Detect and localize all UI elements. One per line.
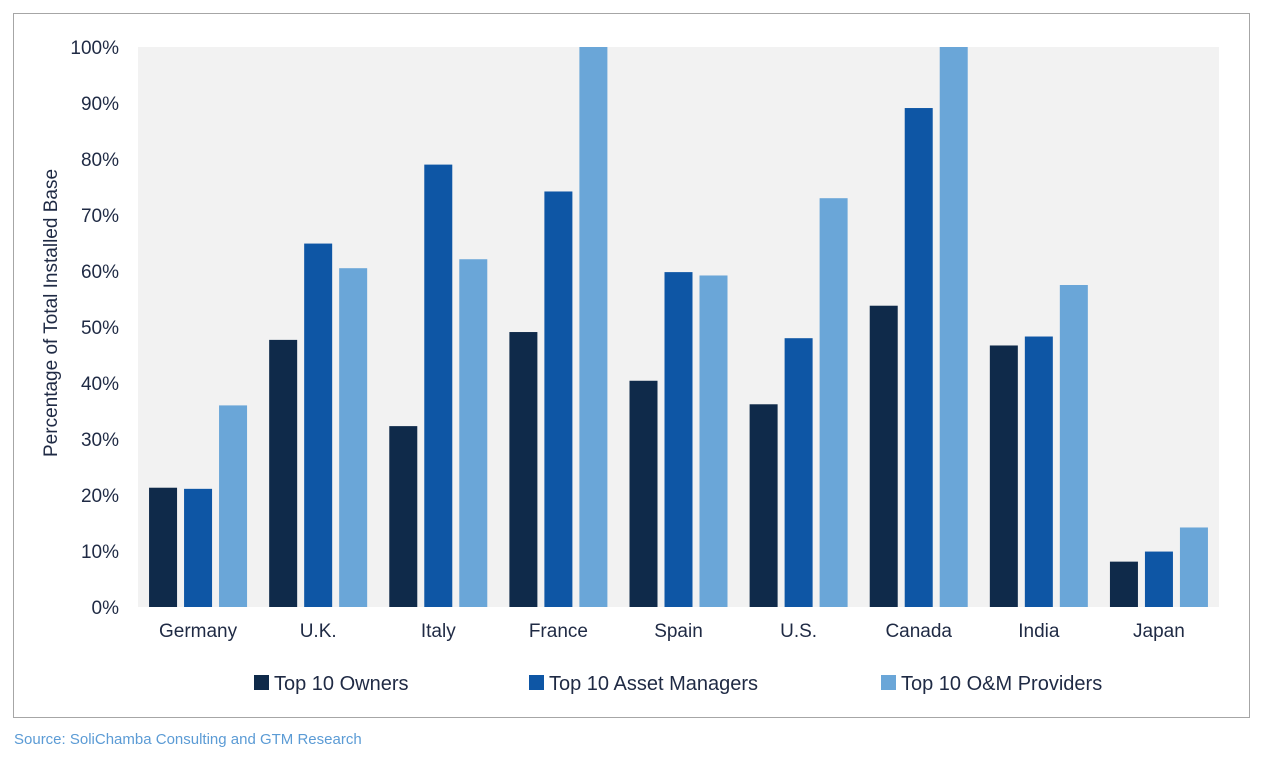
- y-tick-label: 30%: [81, 430, 119, 451]
- bar: [940, 47, 968, 607]
- x-tick-label: Germany: [159, 621, 238, 642]
- x-tick-label: France: [529, 621, 588, 642]
- x-tick-label: India: [1018, 621, 1060, 642]
- y-tick-label: 20%: [81, 486, 119, 507]
- x-axis-ticks: Germany U.K. Italy France Spain U.S. Canada Ind…: [159, 621, 1185, 642]
- y-tick-label: 40%: [81, 374, 119, 395]
- x-tick-label: Spain: [654, 621, 703, 642]
- y-tick-label: 90%: [81, 94, 119, 115]
- bar: [304, 244, 332, 607]
- legend-swatch: [529, 675, 544, 690]
- y-tick-label: 10%: [81, 542, 119, 563]
- bar: [665, 272, 693, 607]
- bar: [579, 47, 607, 607]
- bar: [544, 191, 572, 607]
- legend-label: Top 10 Owners: [274, 673, 409, 695]
- y-tick-label: 80%: [81, 150, 119, 171]
- y-axis-ticks: 0% 10% 20% 30% 40% 50% 60% 70% 80% 90% 100%: [70, 38, 119, 619]
- bar: [1180, 527, 1208, 607]
- bar: [389, 426, 417, 607]
- legend-swatch: [881, 675, 896, 690]
- bar: [990, 345, 1018, 607]
- legend-label: Top 10 Asset Managers: [549, 673, 758, 695]
- bar: [219, 405, 247, 607]
- bar: [269, 340, 297, 607]
- x-tick-label: Canada: [885, 621, 952, 642]
- y-tick-label: 70%: [81, 206, 119, 227]
- x-tick-label: U.K.: [300, 621, 337, 642]
- bar: [459, 259, 487, 607]
- x-tick-label: Japan: [1133, 621, 1185, 642]
- bar: [149, 488, 177, 607]
- bar: [785, 338, 813, 607]
- x-tick-label: U.S.: [780, 621, 817, 642]
- y-tick-label: 100%: [70, 38, 119, 59]
- bar: [630, 381, 658, 607]
- x-tick-label: Italy: [421, 621, 456, 642]
- bar: [509, 332, 537, 607]
- source-note: Source: SoliChamba Consulting and GTM Re…: [14, 731, 362, 748]
- bar: [1110, 562, 1138, 607]
- bar: [870, 306, 898, 607]
- bar: [750, 404, 778, 607]
- legend-swatch: [254, 675, 269, 690]
- bar: [1145, 552, 1173, 607]
- y-tick-label: 50%: [81, 318, 119, 339]
- y-axis-title: Percentage of Total Installed Base: [41, 169, 62, 457]
- bar: [820, 198, 848, 607]
- bar: [700, 275, 728, 607]
- y-tick-label: 0%: [92, 598, 120, 619]
- bar: [1025, 337, 1053, 607]
- bar: [184, 489, 212, 607]
- legend-label: Top 10 O&M Providers: [901, 673, 1102, 695]
- bar: [339, 268, 367, 607]
- legend: Top 10 Owners Top 10 Asset Managers Top 10…: [254, 673, 1102, 695]
- bar: [424, 165, 452, 607]
- bar: [905, 108, 933, 607]
- bar: [1060, 285, 1088, 607]
- y-tick-label: 60%: [81, 262, 119, 283]
